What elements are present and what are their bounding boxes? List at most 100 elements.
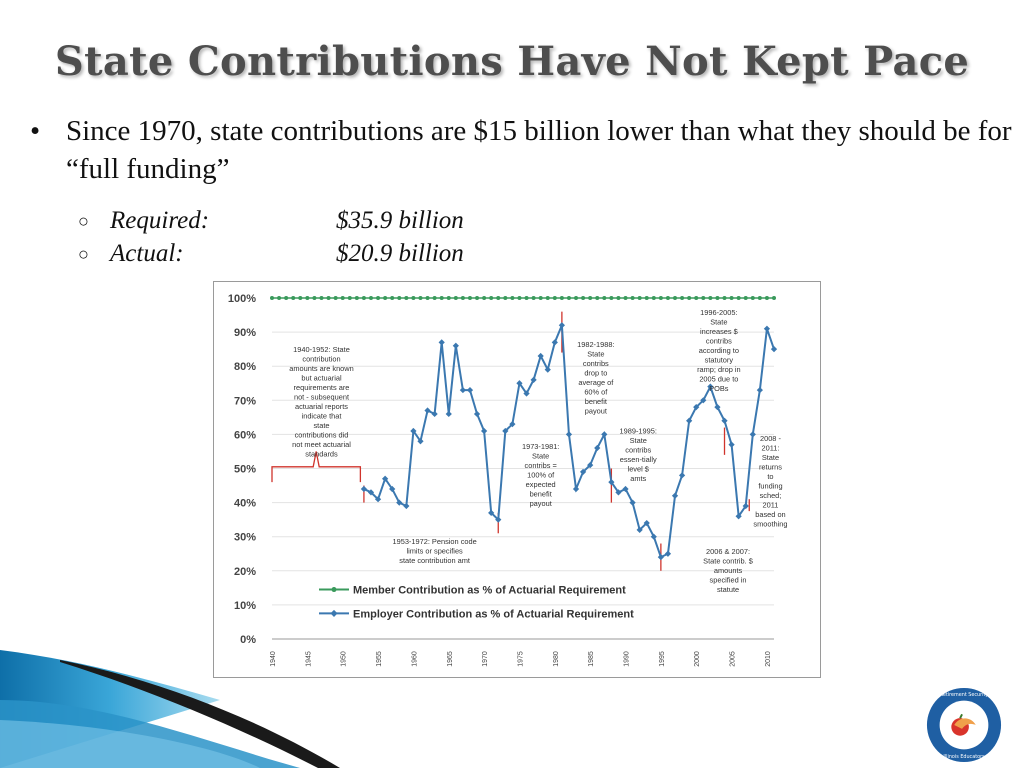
member-data-point xyxy=(277,296,282,300)
annotation-1996-2005: increases $ xyxy=(700,327,738,336)
member-data-point xyxy=(757,296,762,300)
member-data-point xyxy=(545,296,550,300)
annotation-1989-1995: essen-tially xyxy=(620,455,657,464)
annotation-1989-1995: level $ xyxy=(628,465,649,474)
annotation-1973-1981: expected xyxy=(526,480,556,489)
corner-light-band xyxy=(0,720,260,768)
member-data-point xyxy=(531,296,536,300)
x-tick-label: 2010 xyxy=(765,651,772,667)
x-tick-label: 1970 xyxy=(482,651,489,667)
member-data-point xyxy=(270,296,274,300)
member-data-point xyxy=(538,296,543,300)
annotation-2008-2011: to xyxy=(767,472,773,481)
circle-bullet-icon: ○ xyxy=(78,244,89,264)
annotation-1940-1952: standards xyxy=(305,450,338,459)
annotation-1940-1952: state xyxy=(313,421,329,430)
member-data-point xyxy=(347,296,352,300)
employer-data-point xyxy=(657,554,664,561)
member-data-point xyxy=(623,296,628,300)
annotation-1982-1988: payout xyxy=(585,407,607,416)
x-tick-label: 1975 xyxy=(517,651,524,667)
member-data-point xyxy=(566,296,571,300)
annotation-1973-1981: payout xyxy=(530,499,552,508)
sub-item-value: $20.9 billion xyxy=(336,240,464,267)
annotation-1996-2005: statutory xyxy=(705,356,734,365)
annotation-2008-2011: 2011 xyxy=(763,501,779,510)
member-data-point xyxy=(319,296,324,300)
member-data-point xyxy=(743,296,748,300)
x-tick-label: 1940 xyxy=(270,651,277,667)
annotation-1973-1981: 100% of xyxy=(527,471,555,480)
sub-item-value: $35.9 billion xyxy=(336,207,464,234)
employer-data-point xyxy=(466,386,474,394)
annotation-1982-1988: benefit xyxy=(585,397,607,406)
annotation-1953-1972: 1953-1972: Pension code xyxy=(392,537,476,546)
svg-text:Retirement Security: Retirement Security xyxy=(940,692,989,698)
annotation-2008-2011: funding xyxy=(758,482,782,491)
x-tick-label: 1960 xyxy=(411,651,418,667)
member-data-point xyxy=(446,296,451,300)
member-data-point xyxy=(298,296,303,300)
member-data-point xyxy=(772,296,776,300)
x-tick-label: 1955 xyxy=(376,651,383,667)
bullet-dot: • xyxy=(30,115,41,147)
annotation-1996-2005: 2005 due to xyxy=(699,375,738,384)
member-data-point xyxy=(383,296,388,300)
member-data-point xyxy=(510,296,515,300)
x-tick-label: 1990 xyxy=(624,651,631,667)
member-data-point xyxy=(630,296,635,300)
logo-seal-icon: Retirement Security Illinois Educators xyxy=(926,687,1002,763)
employer-data-point xyxy=(572,485,580,493)
contribution-chart: 0% 10% 20% 30% 40% 50% 60% 70% 80% 90% 100% 1940 194… xyxy=(213,281,821,678)
member-data-point xyxy=(658,296,663,300)
corner-black-swoosh xyxy=(60,660,340,768)
annotation-2006-2007: 2006 & 2007: xyxy=(706,547,750,556)
annotation-1940-1952: but actuarial xyxy=(301,374,342,383)
member-data-point xyxy=(340,296,345,300)
employer-data-point xyxy=(374,496,382,503)
x-tick-label: 2000 xyxy=(694,651,701,667)
member-data-point xyxy=(333,296,338,300)
member-data-point xyxy=(432,296,437,300)
x-tick-label: 1965 xyxy=(447,651,454,667)
y-tick-label: 20% xyxy=(234,566,256,578)
annotation-1940-1952: not - subsequent xyxy=(294,393,349,402)
annotation-1973-1981: State xyxy=(532,452,549,461)
sub-item-label: Required: xyxy=(110,207,210,234)
member-data-point xyxy=(368,296,373,300)
y-tick-label: 30% xyxy=(234,532,256,544)
annotation-2006-2007: State contrib. $ xyxy=(703,557,753,566)
member-data-point xyxy=(764,296,769,300)
member-data-point xyxy=(411,296,416,300)
annotation-1982-1988: contribs xyxy=(583,359,609,368)
sub-item-label: Actual: xyxy=(110,240,184,267)
member-data-point xyxy=(701,296,706,300)
bracket-1940-1952 xyxy=(271,451,362,483)
annotation-1940-1952: indicate that xyxy=(302,412,342,421)
y-tick-label: 10% xyxy=(234,600,256,612)
member-data-point xyxy=(588,296,593,300)
annotation-1996-2005: POBs xyxy=(709,384,729,393)
member-data-point xyxy=(651,296,656,300)
annotation-1940-1952: 1940-1952: State xyxy=(293,345,350,354)
member-data-point xyxy=(467,296,472,300)
member-data-point xyxy=(390,296,395,300)
member-data-point xyxy=(665,296,670,300)
annotation-2008-2011: based on xyxy=(755,510,785,519)
member-data-point xyxy=(680,296,685,300)
legend-label: Member Contribution as % of Actuarial Re… xyxy=(353,585,626,597)
employer-data-point xyxy=(502,427,509,435)
annotation-1982-1988: 60% of xyxy=(584,388,608,397)
annotation-1989-1995: 1989-1995: xyxy=(620,427,657,436)
annotation-1982-1988: drop to xyxy=(584,369,607,378)
annotation-1940-1952: requirements are xyxy=(294,383,350,392)
annotation-2008-2011: 2011: xyxy=(761,444,779,453)
x-tick-label: 1980 xyxy=(553,651,560,667)
member-data-point xyxy=(750,296,755,300)
annotation-2008-2011: smoothing xyxy=(753,520,787,529)
member-data-point xyxy=(284,296,289,300)
annotation-1989-1995: amts xyxy=(630,474,646,483)
member-data-point xyxy=(616,296,621,300)
member-data-point xyxy=(439,296,444,300)
annotation-1940-1952: contributions did xyxy=(295,431,349,440)
